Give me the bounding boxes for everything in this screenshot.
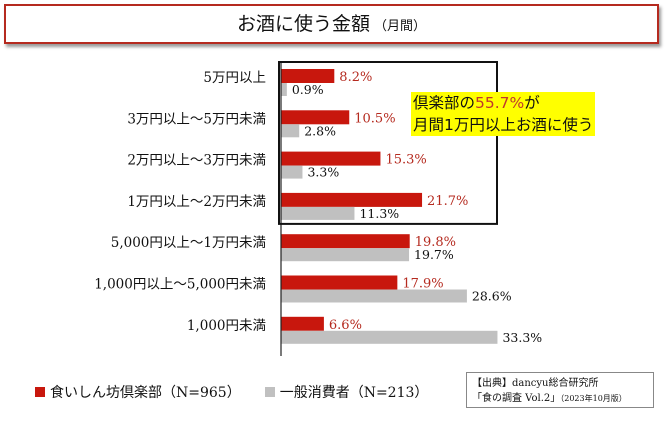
data-label: 11.3% bbox=[359, 206, 399, 221]
callout-text: が bbox=[524, 94, 540, 112]
bar-general bbox=[281, 248, 410, 262]
bar-general bbox=[281, 206, 355, 220]
bar-club bbox=[281, 110, 350, 125]
chart-title-sub: （月間） bbox=[374, 19, 427, 34]
callout-annotation: 倶楽部の55.7%が 月間1万円以上お酒に使う bbox=[411, 92, 596, 136]
category-label: 1,000円以上〜5,000円未満 bbox=[94, 277, 266, 293]
legend-swatch bbox=[35, 387, 45, 397]
category-label: 1,000円未満 bbox=[187, 318, 266, 334]
callout-text-line2: 月間1万円以上お酒に使う bbox=[413, 116, 594, 134]
legend: 食いしん坊倶楽部（N=965） 一般消費者（N=213） bbox=[35, 382, 428, 402]
data-label: 15.3% bbox=[385, 153, 426, 168]
source-edition: （2023年10月版） bbox=[560, 394, 627, 403]
data-label: 19.7% bbox=[414, 247, 454, 262]
callout-text: 倶楽部の bbox=[413, 94, 476, 112]
legend-swatch bbox=[264, 387, 275, 397]
bar-club bbox=[281, 316, 324, 331]
category-label: 3万円以上〜5万円未満 bbox=[127, 111, 266, 127]
data-label: 2.8% bbox=[304, 123, 336, 138]
data-label: 33.3% bbox=[502, 330, 542, 345]
legend-item-club: 食いしん坊倶楽部（N=965） bbox=[35, 382, 241, 402]
legend-item-general: 一般消費者（N=213） bbox=[264, 382, 429, 402]
bar-general bbox=[281, 165, 303, 179]
data-label: 0.9% bbox=[292, 82, 324, 97]
data-label: 19.8% bbox=[415, 235, 456, 250]
category-label: 5,000円以上〜1万円未満 bbox=[111, 235, 266, 251]
bar-club bbox=[281, 69, 335, 83]
data-label: 8.2% bbox=[339, 70, 372, 85]
bar-general bbox=[281, 330, 498, 344]
bar-general bbox=[281, 289, 467, 303]
category-label: 1万円以上〜2万円未満 bbox=[127, 194, 266, 210]
bar-club bbox=[281, 275, 398, 290]
category-label: 5万円以上 bbox=[203, 70, 266, 86]
legend-label: 一般消費者（N=213） bbox=[279, 385, 429, 401]
data-label: 28.6% bbox=[472, 289, 512, 304]
bar-club bbox=[281, 151, 381, 166]
legend-label: 食いしん坊倶楽部（N=965） bbox=[50, 385, 241, 401]
data-label: 6.6% bbox=[329, 318, 362, 333]
source-line1: 【出典】dancyu総合研究所 bbox=[472, 378, 599, 389]
data-label: 17.9% bbox=[402, 277, 443, 292]
source-box: 【出典】dancyu総合研究所 「食の調査 Vol.2」（2023年10月版） bbox=[466, 372, 654, 408]
callout-value: 55.7% bbox=[475, 94, 525, 112]
data-label: 10.5% bbox=[354, 111, 395, 126]
bar-club bbox=[281, 234, 410, 249]
bar-club bbox=[281, 192, 423, 207]
highlight-box bbox=[278, 61, 498, 225]
bar-general bbox=[281, 83, 287, 96]
chart-title: お酒に使う金額 bbox=[236, 13, 370, 35]
category-label: 2万円以上〜3万円未満 bbox=[127, 153, 266, 169]
chart-title-box: お酒に使う金額 （月間） bbox=[4, 4, 659, 44]
data-label: 3.3% bbox=[307, 165, 339, 180]
data-label: 21.7% bbox=[427, 194, 468, 209]
bar-general bbox=[281, 124, 300, 138]
source-line2: 「食の調査 Vol.2」 bbox=[472, 393, 561, 404]
